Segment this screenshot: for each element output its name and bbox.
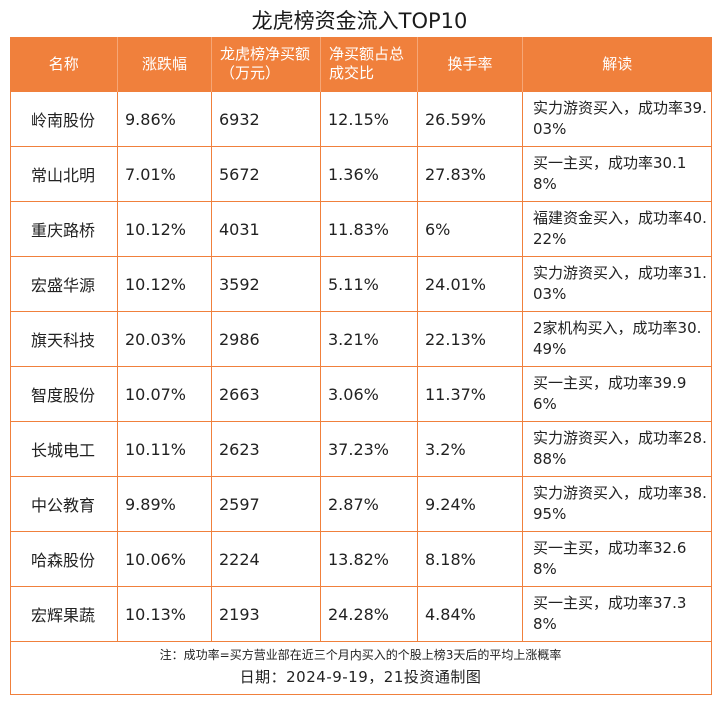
header-turnover: 换手率 (417, 37, 523, 92)
cell-ratio: 1.36% (320, 146, 418, 202)
cell-ratio: 13.82% (320, 531, 418, 587)
cell-turnover: 4.84% (417, 586, 523, 642)
cell-change: 9.86% (117, 91, 212, 147)
cell-change: 10.13% (117, 586, 212, 642)
cell-net-buy: 4031 (211, 201, 321, 257)
cell-change: 10.12% (117, 201, 212, 257)
cell-net-buy: 2986 (211, 311, 321, 367)
cell-change: 20.03% (117, 311, 212, 367)
cell-turnover: 26.59% (417, 91, 523, 147)
cell-change: 7.01% (117, 146, 212, 202)
cell-interpretation: 实力游资买入，成功率31.03% (522, 256, 712, 312)
cell-net-buy: 6932 (211, 91, 321, 147)
cell-interpretation: 实力游资买入，成功率38.95% (522, 476, 712, 532)
header-interpretation: 解读 (522, 37, 712, 92)
cell-net-buy: 2623 (211, 421, 321, 477)
table-row: 岭南股份 9.86% 6932 12.15% 26.59% 实力游资买入，成功率… (10, 91, 712, 147)
cell-net-buy: 3592 (211, 256, 321, 312)
table-row: 宏盛华源 10.12% 3592 5.11% 24.01% 实力游资买入，成功率… (10, 256, 712, 312)
cell-turnover: 24.01% (417, 256, 523, 312)
cell-net-buy: 2597 (211, 476, 321, 532)
table-row: 中公教育 9.89% 2597 2.87% 9.24% 实力游资买入，成功率38… (10, 476, 712, 532)
table-row: 智度股份 10.07% 2663 3.06% 11.37% 买一主买，成功率39… (10, 366, 712, 422)
table-row: 旗天科技 20.03% 2986 3.21% 22.13% 2家机构买入，成功率… (10, 311, 712, 367)
cell-net-buy: 2193 (211, 586, 321, 642)
cell-change: 10.07% (117, 366, 212, 422)
cell-interpretation: 实力游资买入，成功率39.03% (522, 91, 712, 147)
cell-ratio: 37.23% (320, 421, 418, 477)
page-title: 龙虎榜资金流入TOP10 (251, 9, 468, 33)
cell-name: 中公教育 (10, 476, 118, 532)
cell-ratio: 3.06% (320, 366, 418, 422)
footnote: 注：成功率=买方营业部在近三个月内买入的个股上榜3天后的平均上涨概率 (159, 648, 562, 662)
cell-ratio: 3.21% (320, 311, 418, 367)
cell-turnover: 9.24% (417, 476, 523, 532)
cell-change: 9.89% (117, 476, 212, 532)
cell-name: 智度股份 (10, 366, 118, 422)
cell-ratio: 12.15% (320, 91, 418, 147)
cell-name: 宏盛华源 (10, 256, 118, 312)
cell-ratio: 11.83% (320, 201, 418, 257)
cell-change: 10.12% (117, 256, 212, 312)
cell-name: 常山北明 (10, 146, 118, 202)
cell-turnover: 27.83% (417, 146, 523, 202)
cell-interpretation: 买一主买，成功率32.68% (522, 531, 712, 587)
cell-name: 重庆路桥 (10, 201, 118, 257)
cell-turnover: 6% (417, 201, 523, 257)
top10-table: 名称 涨跌幅 龙虎榜净买额（万元） 净买额占总成交比 换手率 解读 岭南股份 9… (10, 37, 712, 642)
cell-net-buy: 2663 (211, 366, 321, 422)
cell-ratio: 5.11% (320, 256, 418, 312)
table-row: 哈森股份 10.06% 2224 13.82% 8.18% 买一主买，成功率32… (10, 531, 712, 587)
table-row: 长城电工 10.11% 2623 37.23% 3.2% 实力游资买入，成功率2… (10, 421, 712, 477)
cell-interpretation: 买一主买，成功率37.38% (522, 586, 712, 642)
cell-name: 旗天科技 (10, 311, 118, 367)
table-row: 常山北明 7.01% 5672 1.36% 27.83% 买一主买，成功率30.… (10, 146, 712, 202)
header-net-buy: 龙虎榜净买额（万元） (211, 37, 321, 92)
cell-turnover: 8.18% (417, 531, 523, 587)
cell-change: 10.11% (117, 421, 212, 477)
cell-ratio: 2.87% (320, 476, 418, 532)
cell-interpretation: 买一主买，成功率30.18% (522, 146, 712, 202)
cell-name: 长城电工 (10, 421, 118, 477)
cell-name: 岭南股份 (10, 91, 118, 147)
cell-ratio: 24.28% (320, 586, 418, 642)
cell-turnover: 11.37% (417, 366, 523, 422)
cell-net-buy: 2224 (211, 531, 321, 587)
date-credit: 日期：2024-9-19，21投资通制图 (239, 668, 482, 686)
cell-interpretation: 2家机构买入，成功率30.49% (522, 311, 712, 367)
cell-net-buy: 5672 (211, 146, 321, 202)
table-header-row: 名称 涨跌幅 龙虎榜净买额（万元） 净买额占总成交比 换手率 解读 (10, 37, 712, 92)
header-ratio: 净买额占总成交比 (320, 37, 418, 92)
cell-turnover: 22.13% (417, 311, 523, 367)
cell-name: 哈森股份 (10, 531, 118, 587)
cell-change: 10.06% (117, 531, 212, 587)
cell-name: 宏辉果蔬 (10, 586, 118, 642)
header-name: 名称 (10, 37, 118, 92)
header-change: 涨跌幅 (117, 37, 212, 92)
cell-interpretation: 实力游资买入，成功率28.88% (522, 421, 712, 477)
table-row: 宏辉果蔬 10.13% 2193 24.28% 4.84% 买一主买，成功率37… (10, 586, 712, 642)
cell-interpretation: 福建资金买入，成功率40.22% (522, 201, 712, 257)
cell-interpretation: 买一主买，成功率39.96% (522, 366, 712, 422)
table-row: 重庆路桥 10.12% 4031 11.83% 6% 福建资金买入，成功率40.… (10, 201, 712, 257)
cell-turnover: 3.2% (417, 421, 523, 477)
